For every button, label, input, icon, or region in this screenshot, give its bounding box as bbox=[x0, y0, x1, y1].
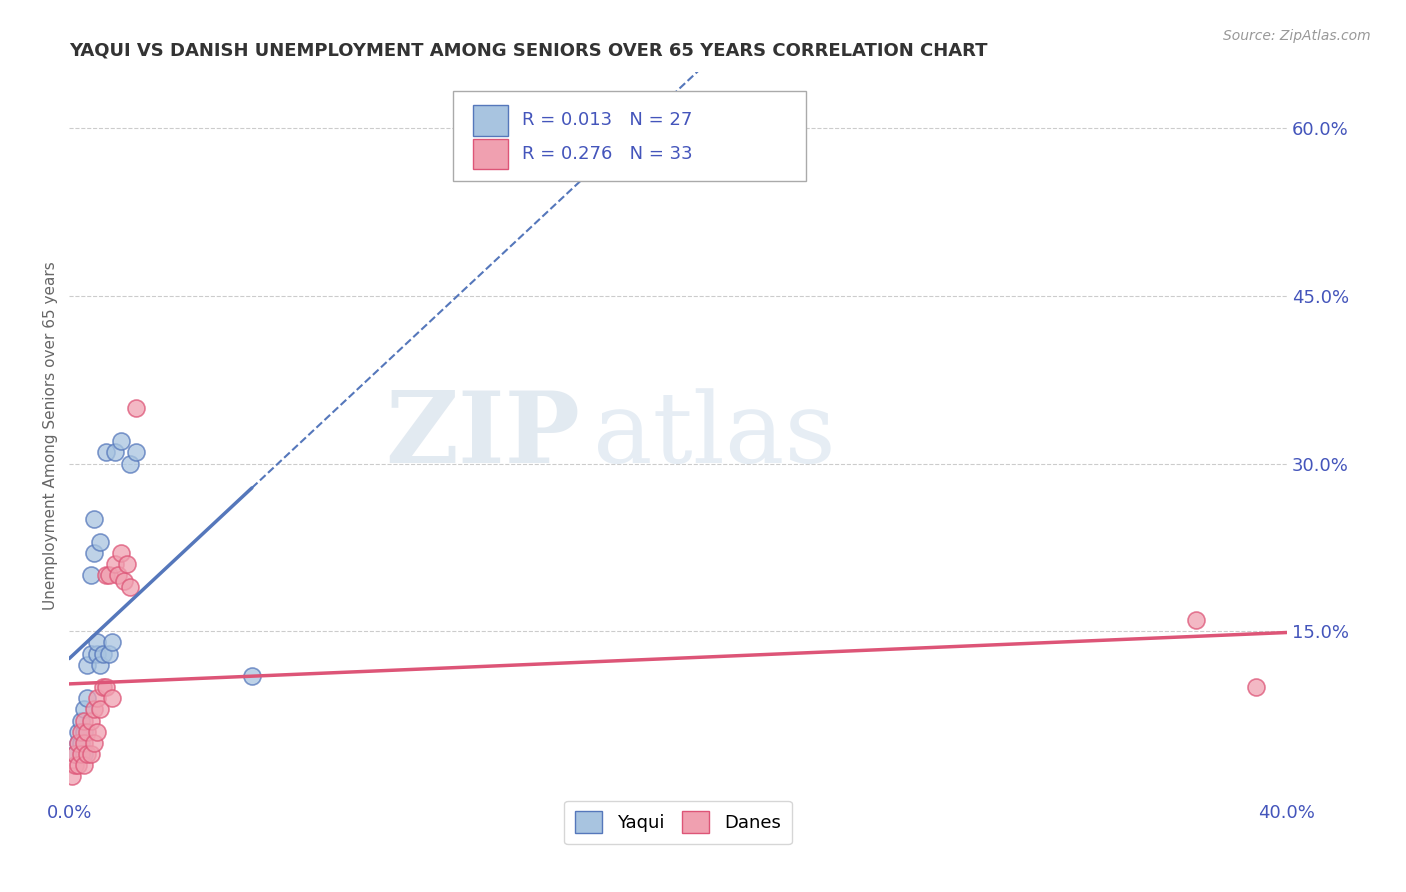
Point bbox=[76, 724, 98, 739]
Point bbox=[91, 647, 114, 661]
Point bbox=[104, 445, 127, 459]
Point bbox=[86, 635, 108, 649]
Point bbox=[89, 534, 111, 549]
Point bbox=[70, 747, 93, 761]
Point bbox=[240, 669, 263, 683]
Point bbox=[86, 647, 108, 661]
Point bbox=[70, 724, 93, 739]
Point bbox=[104, 557, 127, 571]
Point bbox=[107, 568, 129, 582]
Point bbox=[1246, 680, 1268, 694]
Point bbox=[94, 568, 117, 582]
Y-axis label: Unemployment Among Seniors over 65 years: Unemployment Among Seniors over 65 years bbox=[44, 261, 58, 610]
Legend: Yaqui, Danes: Yaqui, Danes bbox=[564, 801, 792, 845]
Point bbox=[67, 724, 90, 739]
Point bbox=[79, 714, 101, 728]
Bar bbox=[474, 105, 508, 136]
Point bbox=[86, 724, 108, 739]
Point bbox=[83, 702, 105, 716]
Bar bbox=[474, 138, 508, 169]
Point bbox=[70, 714, 93, 728]
Point bbox=[101, 691, 124, 706]
Point bbox=[73, 758, 96, 772]
Point bbox=[83, 736, 105, 750]
Point bbox=[67, 736, 90, 750]
Text: R = 0.276   N = 33: R = 0.276 N = 33 bbox=[522, 145, 693, 162]
Text: R = 0.013   N = 27: R = 0.013 N = 27 bbox=[522, 112, 693, 129]
FancyBboxPatch shape bbox=[453, 91, 806, 181]
Text: atlas: atlas bbox=[593, 388, 835, 483]
Point bbox=[79, 747, 101, 761]
Point bbox=[110, 546, 132, 560]
Point bbox=[89, 702, 111, 716]
Text: Source: ZipAtlas.com: Source: ZipAtlas.com bbox=[1223, 29, 1371, 43]
Point bbox=[76, 747, 98, 761]
Text: ZIP: ZIP bbox=[385, 387, 581, 484]
Point bbox=[73, 736, 96, 750]
Point bbox=[83, 546, 105, 560]
Point bbox=[73, 714, 96, 728]
Point bbox=[120, 580, 142, 594]
Point bbox=[94, 680, 117, 694]
Point bbox=[70, 736, 93, 750]
Point bbox=[76, 657, 98, 672]
Point bbox=[125, 401, 148, 415]
Point bbox=[101, 635, 124, 649]
Point bbox=[73, 702, 96, 716]
Point bbox=[115, 557, 138, 571]
Point bbox=[86, 691, 108, 706]
Point bbox=[125, 445, 148, 459]
Point bbox=[76, 691, 98, 706]
Point bbox=[65, 747, 87, 761]
Point bbox=[94, 445, 117, 459]
Point bbox=[79, 647, 101, 661]
Point bbox=[110, 434, 132, 449]
Point bbox=[60, 769, 83, 783]
Point bbox=[83, 512, 105, 526]
Point bbox=[89, 657, 111, 672]
Point bbox=[91, 680, 114, 694]
Point bbox=[112, 574, 135, 588]
Point bbox=[67, 736, 90, 750]
Point bbox=[97, 647, 120, 661]
Point bbox=[1184, 613, 1206, 627]
Point bbox=[65, 758, 87, 772]
Point bbox=[67, 758, 90, 772]
Point bbox=[79, 568, 101, 582]
Point bbox=[120, 457, 142, 471]
Point bbox=[73, 724, 96, 739]
Point bbox=[65, 747, 87, 761]
Point bbox=[97, 568, 120, 582]
Text: YAQUI VS DANISH UNEMPLOYMENT AMONG SENIORS OVER 65 YEARS CORRELATION CHART: YAQUI VS DANISH UNEMPLOYMENT AMONG SENIO… bbox=[69, 42, 988, 60]
Point bbox=[73, 747, 96, 761]
